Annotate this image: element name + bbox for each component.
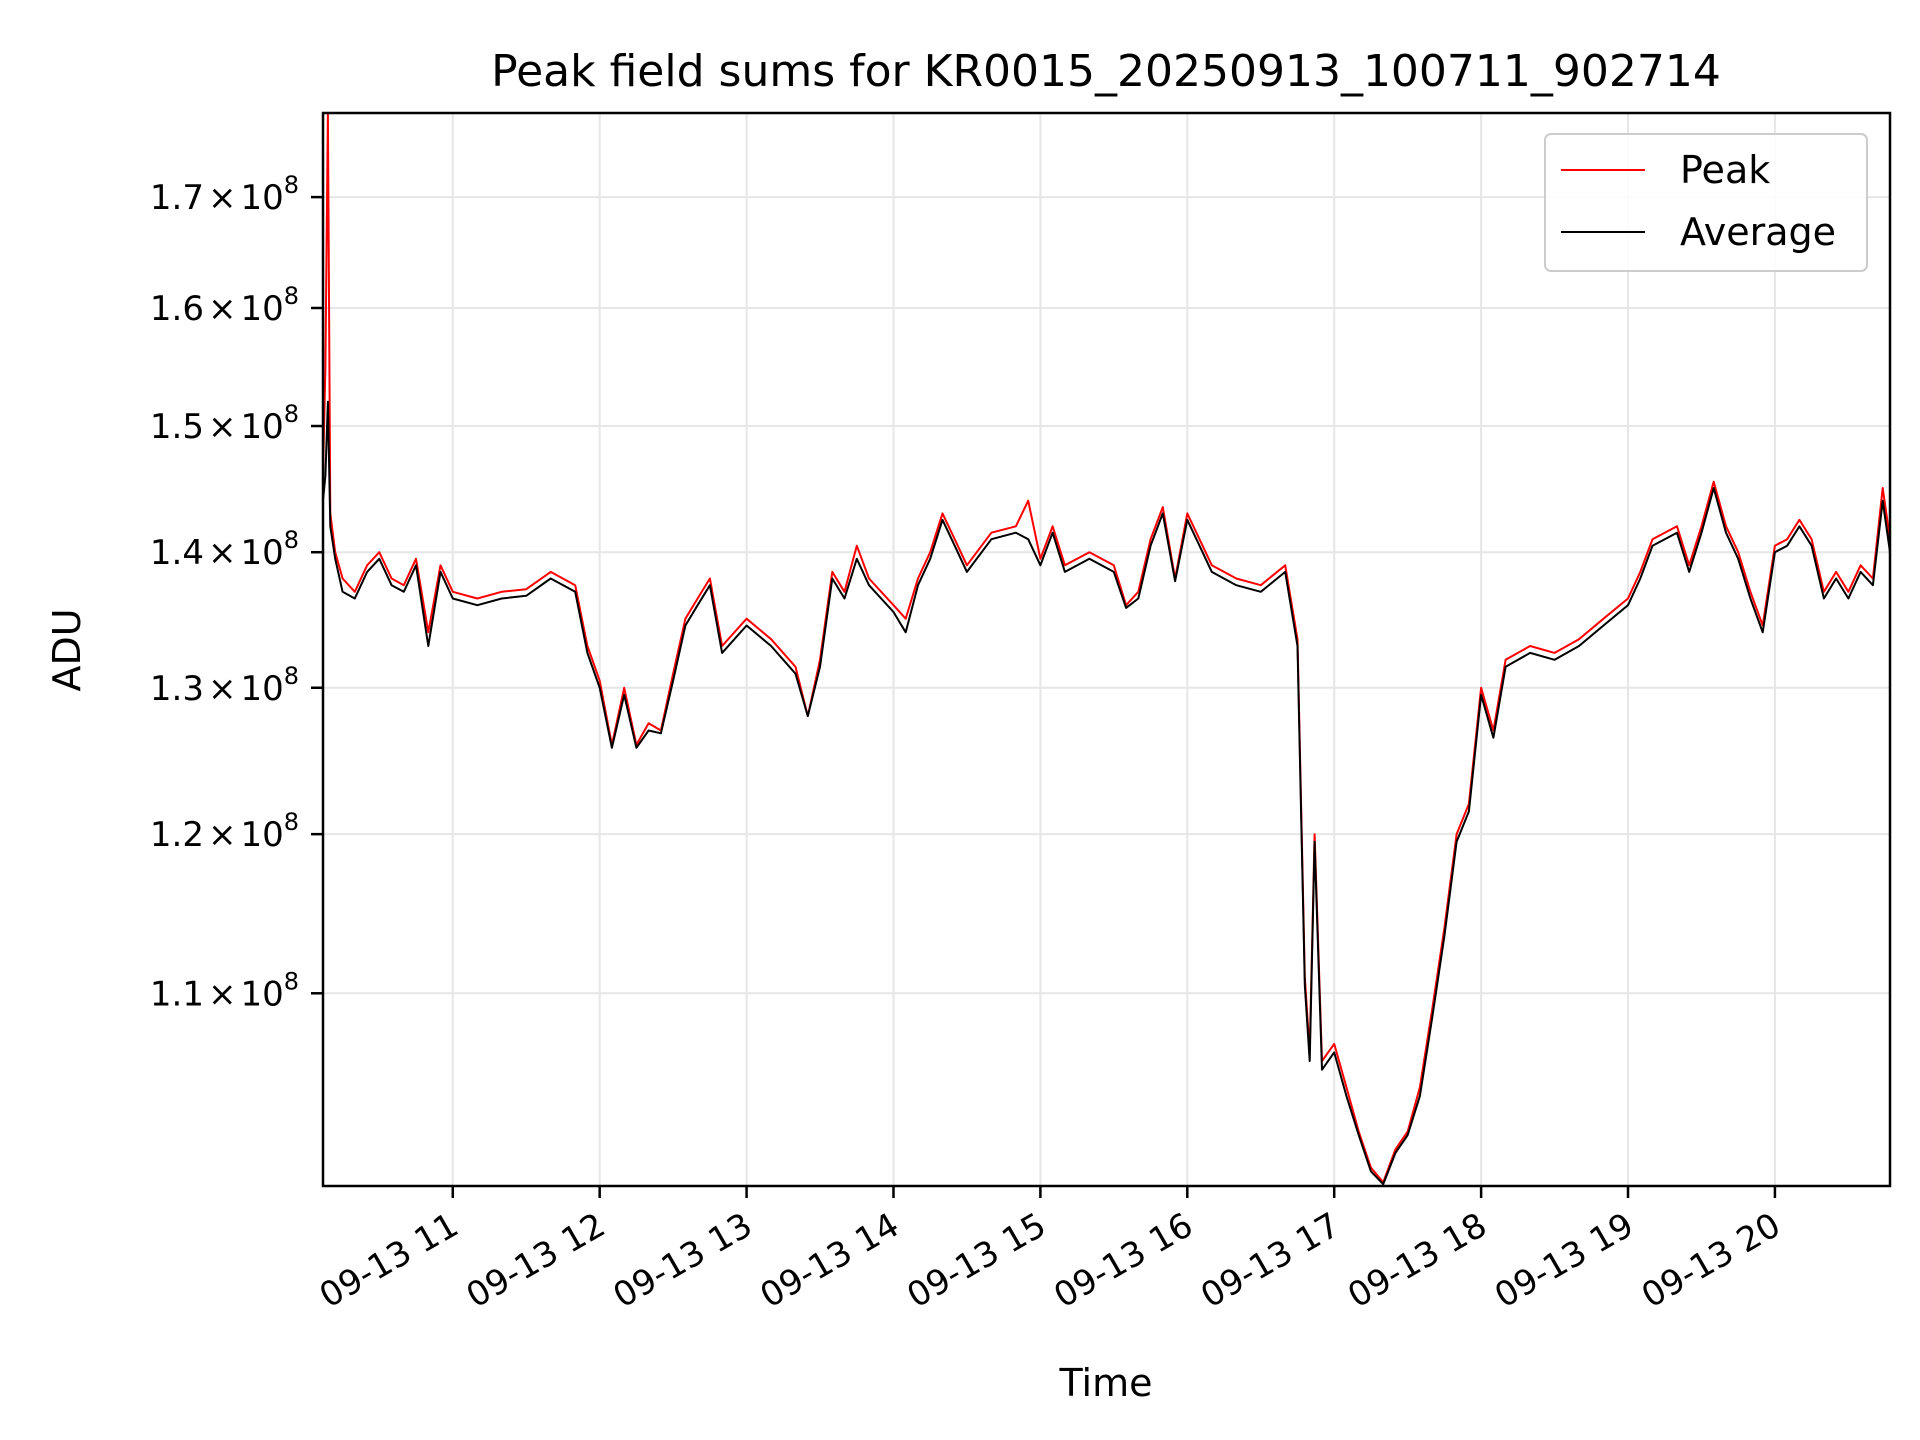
chart-title: Peak field sums for KR0015_20250913_1007… [491,46,1721,97]
plot-frame [321,111,1892,1188]
legend-label-average: Average [1680,210,1836,254]
y-tick-label: 1.7 × 108 [150,171,299,218]
legend-box [1544,133,1868,272]
y-tick-base: 10 [240,289,283,329]
y-tick-label: 1.5 × 108 [150,400,299,447]
y-tick-mantissa: 1.4 [150,533,204,573]
series-line-peak [323,113,1890,1184]
y-tick-times: × [208,178,237,218]
y-tick-mantissa: 1.1 [150,974,204,1014]
x-tick-label: 09-13 17 [1194,1205,1346,1316]
y-tick-mantissa: 1.6 [150,289,204,329]
y-tick-label: 1.1 × 108 [150,967,299,1014]
series-line-average [323,400,1890,1186]
x-tick-label: 09-13 11 [313,1205,465,1316]
y-tick-label: 1.6 × 108 [150,282,299,329]
grid-layer [323,113,1890,1186]
y-tick-exponent: 8 [284,967,299,995]
y-tick-base: 10 [240,407,283,447]
x-tick-label: 09-13 20 [1635,1205,1787,1316]
x-tick-label: 09-13 19 [1488,1205,1640,1316]
y-tick-label: 1.2 × 108 [150,808,299,855]
y-tick-base: 10 [240,533,283,573]
y-tick-times: × [208,289,237,329]
x-axis-label: Time [1059,1361,1153,1405]
y-tick-label: 1.3 × 108 [150,662,299,709]
y-tick-exponent: 8 [284,171,299,199]
y-tick-base: 10 [240,178,283,218]
y-tick-mantissa: 1.2 [150,815,204,855]
y-tick-times: × [208,974,237,1014]
y-tick-mantissa: 1.5 [150,407,204,447]
x-tick-label: 09-13 13 [607,1205,759,1316]
y-tick-base: 10 [240,815,283,855]
y-tick-exponent: 8 [284,662,299,690]
y-tick-exponent: 8 [284,282,299,310]
y-tick-times: × [208,815,237,855]
y-tick-times: × [208,533,237,573]
plot-layer [323,113,1890,1186]
y-tick-exponent: 8 [284,808,299,836]
y-tick-times: × [208,407,237,447]
legend-label-peak: Peak [1680,148,1770,192]
x-tick-label: 09-13 12 [460,1205,612,1316]
y-tick-exponent: 8 [284,526,299,554]
y-tick-label: 1.4 × 108 [150,526,299,573]
y-tick-base: 10 [240,669,283,709]
y-tick-base: 10 [240,974,283,1014]
x-tick-label: 09-13 16 [1047,1205,1199,1316]
y-tick-times: × [208,669,237,709]
x-tick-label: 09-13 14 [754,1205,906,1316]
x-tick-label: 09-13 18 [1341,1205,1493,1316]
y-axis-label: ADU [45,608,89,691]
y-tick-mantissa: 1.3 [150,669,204,709]
y-tick-exponent: 8 [284,400,299,428]
x-tick-label: 09-13 15 [900,1205,1052,1316]
legend: Peak Average [1544,133,1868,272]
y-tick-mantissa: 1.7 [150,178,204,218]
